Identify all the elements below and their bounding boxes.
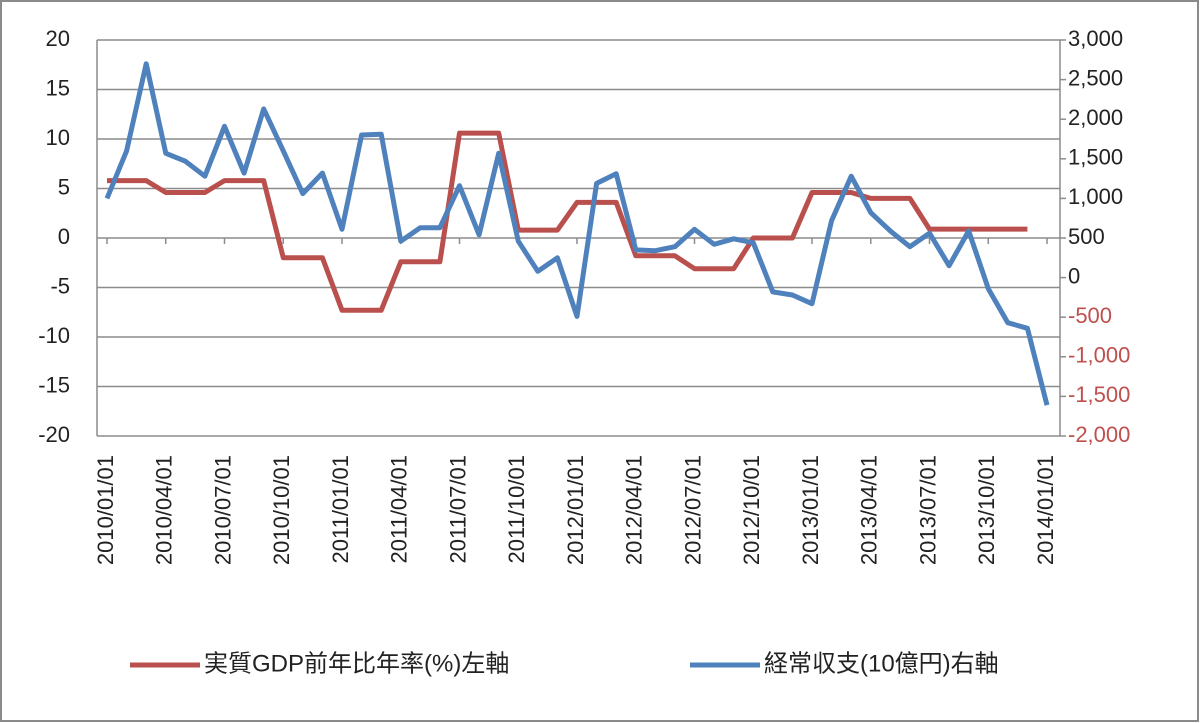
y-tick-label: -10 xyxy=(38,323,70,348)
x-tick-label: 2011/07/01 xyxy=(445,455,470,563)
series-line xyxy=(104,61,1050,406)
x-tick-label: 2012/04/01 xyxy=(622,455,647,565)
y2-tick-label: 0 xyxy=(1068,263,1080,288)
x-tick-label: 2010/04/01 xyxy=(152,455,177,565)
x-tick-label: 2011/01/01 xyxy=(328,455,353,563)
y2-tick-label: 2,000 xyxy=(1068,105,1123,130)
x-tick-label: 2011/10/01 xyxy=(504,455,529,563)
x-tick-label: 2013/07/01 xyxy=(915,455,940,565)
y-tick-label: 5 xyxy=(58,174,70,199)
y-tick-label: -20 xyxy=(38,422,70,447)
legend-label: 経常収支(10億円)右軸 xyxy=(764,650,999,677)
x-tick-label: 2012/01/01 xyxy=(563,455,588,565)
x-tick-label: 2013/10/01 xyxy=(974,455,999,565)
y-tick-label: 0 xyxy=(58,224,70,249)
y-tick-label: 10 xyxy=(46,125,70,150)
legend-label: 実質GDP前年比年率(%)左軸 xyxy=(204,650,509,677)
x-tick-label: 2010/07/01 xyxy=(210,455,235,565)
y-tick-label: 20 xyxy=(46,26,70,51)
x-tick-label: 2014/01/01 xyxy=(1033,455,1058,565)
series-line xyxy=(107,130,1028,313)
x-tick-label: 2012/10/01 xyxy=(739,455,764,565)
x-tick-label: 2013/04/01 xyxy=(857,455,882,565)
x-tick-label: 2012/07/01 xyxy=(680,455,705,565)
y2-tick-label: -2,000 xyxy=(1068,422,1130,447)
x-tick-label: 2013/01/01 xyxy=(798,455,823,565)
y2-tick-label: 2,500 xyxy=(1068,65,1123,90)
y2-tick-label: -500 xyxy=(1068,303,1112,328)
x-tick-label: 2010/10/01 xyxy=(269,455,294,565)
y-tick-label: -15 xyxy=(38,372,70,397)
y2-tick-label: -1,000 xyxy=(1068,343,1130,368)
x-tick-label: 2011/04/01 xyxy=(387,455,412,563)
x-tick-label: 2010/01/01 xyxy=(93,455,118,565)
y2-tick-label: 1,500 xyxy=(1068,145,1123,170)
y2-tick-label: -1,500 xyxy=(1068,382,1130,407)
y2-tick-label: 500 xyxy=(1068,224,1105,249)
y-tick-label: 15 xyxy=(46,75,70,100)
y2-tick-label: 1,000 xyxy=(1068,184,1123,209)
legend: 実質GDP前年比年率(%)左軸 経常収支(10億円)右軸 xyxy=(130,650,999,677)
y-tick-label: -5 xyxy=(50,273,70,298)
y2-tick-label: 3,000 xyxy=(1068,26,1123,51)
